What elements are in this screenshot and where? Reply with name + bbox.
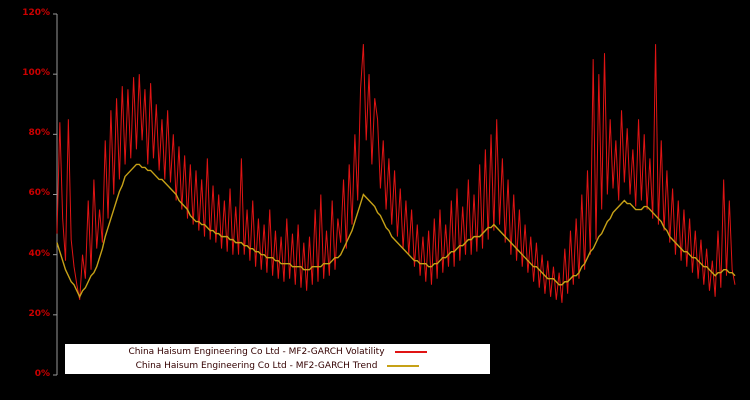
y-axis-tick-label: 80% bbox=[28, 128, 50, 138]
y-axis-tick-label: 20% bbox=[28, 309, 50, 319]
legend-line-sample-volatility bbox=[394, 351, 427, 353]
series-line-volatility bbox=[56, 44, 736, 303]
y-axis-tick-label: 60% bbox=[28, 188, 50, 198]
y-axis-tick-label: 120% bbox=[22, 8, 50, 18]
legend-entry-trend: China Haisum Engineering Co Ltd - MF2-GA… bbox=[65, 360, 490, 373]
y-axis-tick-label: 0% bbox=[34, 369, 50, 379]
series-line-trend bbox=[56, 163, 736, 299]
y-axis-tick-label: 40% bbox=[28, 249, 50, 259]
legend-line-sample-trend bbox=[387, 365, 420, 367]
legend: China Haisum Engineering Co Ltd - MF2-GA… bbox=[65, 344, 490, 374]
y-axis-tick-label: 100% bbox=[22, 68, 50, 78]
legend-label-volatility: China Haisum Engineering Co Ltd - MF2-GA… bbox=[128, 346, 385, 357]
legend-label-trend: China Haisum Engineering Co Ltd - MF2-GA… bbox=[135, 360, 378, 371]
legend-entry-volatility: China Haisum Engineering Co Ltd - MF2-GA… bbox=[65, 346, 490, 359]
